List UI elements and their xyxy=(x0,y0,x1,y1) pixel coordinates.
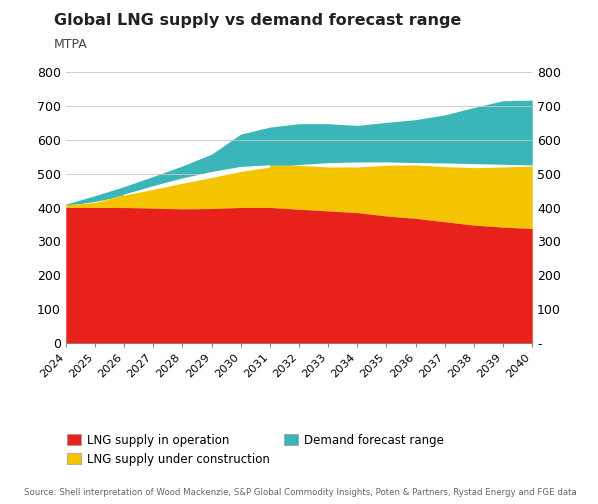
Legend: LNG supply in operation, LNG supply under construction, Demand forecast range: LNG supply in operation, LNG supply unde… xyxy=(62,429,449,470)
Text: MTPA: MTPA xyxy=(54,38,87,51)
Text: Source: Shell interpretation of Wood Mackenzie, S&P Global Commodity Insights, P: Source: Shell interpretation of Wood Mac… xyxy=(24,488,576,497)
Text: Global LNG supply vs demand forecast range: Global LNG supply vs demand forecast ran… xyxy=(54,13,461,28)
